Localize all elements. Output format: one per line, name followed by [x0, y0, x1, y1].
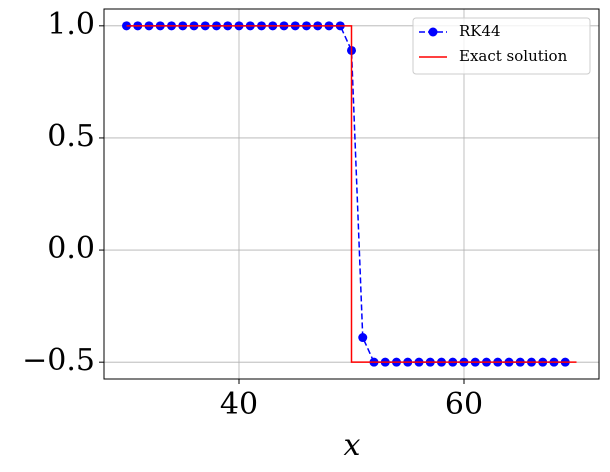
legend-marker [428, 27, 438, 37]
x-tick-label: 40 [220, 387, 258, 422]
series-line [126, 25, 566, 363]
legend: RK44 Exact solution [412, 17, 591, 75]
y-tick-label: 0.0 [47, 231, 95, 266]
plot-frame [103, 8, 600, 380]
x-axis-label: x [344, 428, 361, 463]
y-tick-label: 0.5 [47, 119, 95, 154]
legend-label: RK44 [459, 22, 501, 40]
y-tick-label: 1.0 [47, 7, 95, 42]
legend-box [412, 17, 591, 75]
legend-label: Exact solution [459, 47, 568, 65]
data-point [358, 333, 368, 343]
series-line [126, 25, 577, 363]
x-tick-label: 60 [445, 387, 483, 422]
y-tick-label: −0.5 [22, 343, 95, 378]
